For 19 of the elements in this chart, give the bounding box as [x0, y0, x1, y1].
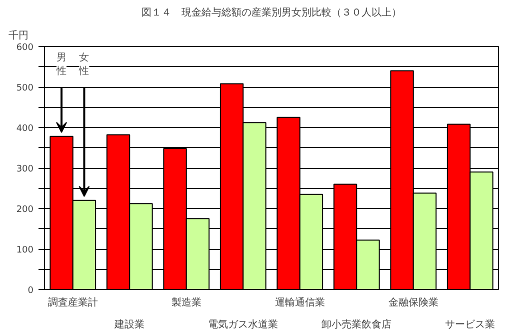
chart-title: 図１４ 現金給与総額の産業別男女別比較（３０人以上） [142, 6, 402, 18]
x-tick-label: 卸小売業飲食店 [322, 318, 392, 330]
x-tick-label: 運輸通信業 [274, 296, 325, 308]
x-tick-label: サービス業 [445, 318, 496, 330]
x-tick-label: 製造業 [171, 296, 202, 308]
y-tick-label: 600 [16, 43, 34, 53]
x-tick-label: 建設業 [114, 318, 145, 330]
y-axis-title: 千円 [8, 30, 28, 42]
y-tick-label: 400 [16, 124, 34, 134]
y-tick-label: 500 [16, 84, 34, 94]
text: 女性 [78, 52, 90, 77]
x-tick-label: 電気ガス水道業 [208, 318, 278, 330]
x-tick-label: 金融保険業 [388, 296, 438, 308]
x-tick-label: 調査産業計 [48, 296, 98, 308]
y-tick-label: 0 [28, 286, 34, 296]
text: 男性 [56, 52, 67, 77]
y-tick-label: 300 [16, 164, 34, 174]
y-tick-label: 100 [16, 246, 34, 256]
y-tick-label: 200 [16, 205, 34, 215]
